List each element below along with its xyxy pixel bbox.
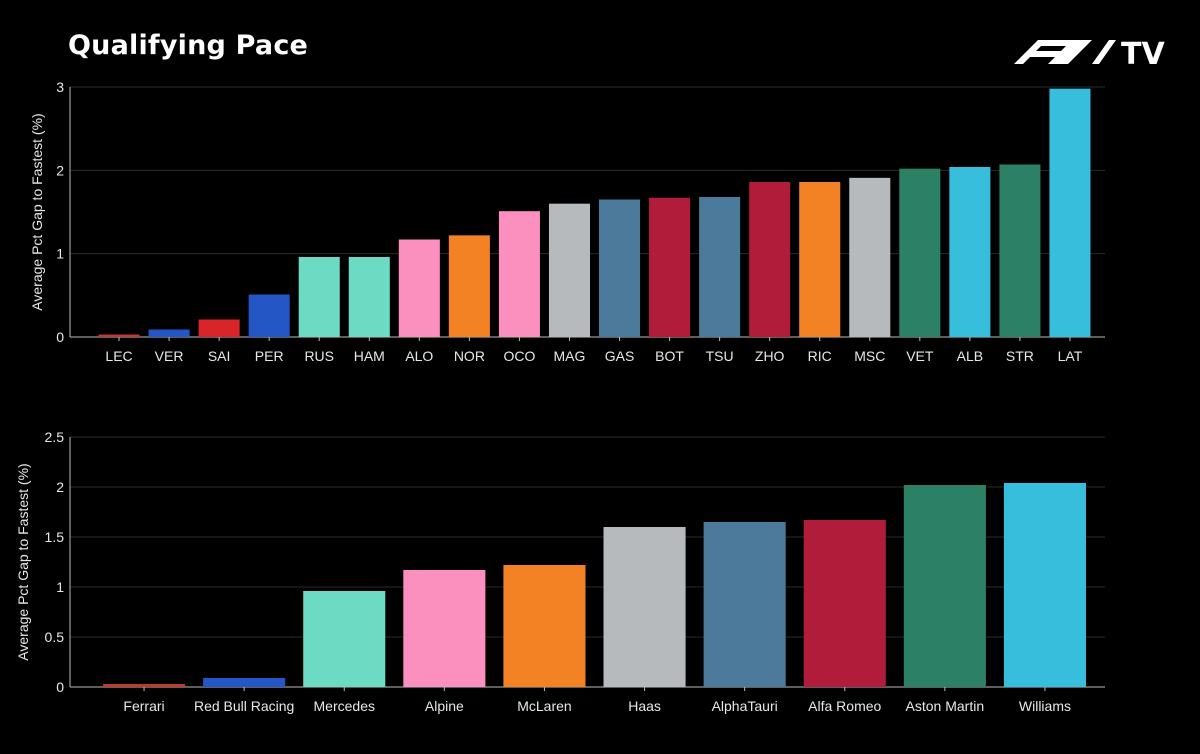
x-tick-label: GAS	[605, 348, 635, 364]
y-tick-label: 1	[56, 579, 64, 595]
x-tick-label: Alpine	[425, 698, 464, 714]
x-tick-label: HAM	[354, 348, 385, 364]
x-tick-label: Red Bull Racing	[194, 698, 294, 714]
x-tick-label: RIC	[808, 348, 832, 364]
bar	[298, 257, 340, 337]
f1-logo-speedline	[1048, 40, 1092, 64]
x-tick-label: LAT	[1058, 348, 1083, 364]
bar	[503, 565, 586, 687]
bar	[498, 211, 540, 337]
y-tick-label: 0.5	[45, 629, 65, 645]
bar	[649, 197, 691, 337]
y-tick-label: 3	[56, 79, 64, 95]
bar	[403, 570, 486, 687]
x-tick-label: ALO	[405, 348, 433, 364]
bar	[148, 329, 190, 337]
x-tick-label: Ferrari	[123, 698, 164, 714]
bar	[303, 591, 386, 687]
x-tick-label: MAG	[554, 348, 586, 364]
y-tick-label: 1.5	[45, 529, 65, 545]
driver-chart: 0 1 2 3 Average Pct Gap to Fastest (%) LEC VER…	[0, 70, 1200, 400]
f1-logo-shape	[1014, 40, 1080, 64]
x-tick-label: MSC	[854, 348, 885, 364]
x-tick-label: McLaren	[517, 698, 571, 714]
bar	[198, 319, 240, 337]
bar	[799, 182, 841, 337]
bar	[699, 197, 741, 337]
x-tick-label: ZHO	[755, 348, 785, 364]
bar	[599, 199, 641, 337]
bar	[98, 334, 140, 337]
bar	[203, 678, 286, 687]
bar	[999, 164, 1041, 337]
bar	[548, 203, 590, 337]
y-tick-label: 2	[56, 162, 64, 178]
bar	[899, 168, 941, 337]
x-tick-label: STR	[1006, 348, 1034, 364]
x-tick-label: BOT	[655, 348, 684, 364]
bar	[1049, 88, 1091, 338]
x-tick-label: AlphaTauri	[712, 698, 778, 714]
x-tick-label: OCO	[503, 348, 535, 364]
x-tick-label: RUS	[304, 348, 334, 364]
bar	[603, 527, 686, 687]
x-tick-label: SAI	[208, 348, 231, 364]
x-tick-label: Alfa Romeo	[808, 698, 881, 714]
y-axis-title: Average Pct Gap to Fastest (%)	[29, 113, 45, 310]
x-tick-label: Haas	[628, 698, 661, 714]
bar	[398, 239, 440, 337]
bar	[803, 520, 886, 687]
bar	[903, 485, 986, 687]
driver-chart-svg: 0 1 2 3 Average Pct Gap to Fastest (%) LEC VER…	[29, 79, 1105, 364]
bar	[248, 294, 290, 337]
x-tick-label: VER	[155, 348, 184, 364]
f1-tv-logo: TV	[1014, 37, 1165, 72]
y-tick-label: 2.5	[45, 429, 65, 445]
bar	[348, 257, 390, 337]
x-tick-label: Mercedes	[314, 698, 375, 714]
bar	[448, 235, 490, 337]
y-tick-label: 0	[56, 679, 64, 695]
x-tick-label: VET	[906, 348, 934, 364]
f1-logo-one	[1092, 40, 1116, 64]
logo-tv-text: TV	[1121, 37, 1165, 72]
x-tick-label: ALB	[957, 348, 983, 364]
y-tick-label: 1	[56, 246, 64, 262]
x-tick-label: NOR	[454, 348, 485, 364]
bar	[849, 177, 891, 337]
x-tick-label: Williams	[1019, 698, 1071, 714]
team-chart: 0 0.5 1 1.5 2 2.5 Average Pct Gap to Fastest (…	[0, 420, 1200, 720]
x-tick-label: TSU	[706, 348, 734, 364]
bar	[1003, 483, 1086, 687]
bar	[949, 167, 991, 337]
y-tick-label: 0	[56, 329, 64, 345]
y-tick-label: 2	[56, 479, 64, 495]
x-tick-label: PER	[255, 348, 284, 364]
bar	[103, 684, 186, 687]
page-title: Qualifying Pace	[68, 30, 309, 61]
bar	[749, 182, 791, 337]
team-chart-svg: 0 0.5 1 1.5 2 2.5 Average Pct Gap to Fastest (…	[15, 429, 1105, 714]
bar	[703, 522, 786, 687]
y-axis-title: Average Pct Gap to Fastest (%)	[15, 463, 31, 660]
x-tick-label: LEC	[105, 348, 132, 364]
x-tick-label: Aston Martin	[906, 698, 985, 714]
